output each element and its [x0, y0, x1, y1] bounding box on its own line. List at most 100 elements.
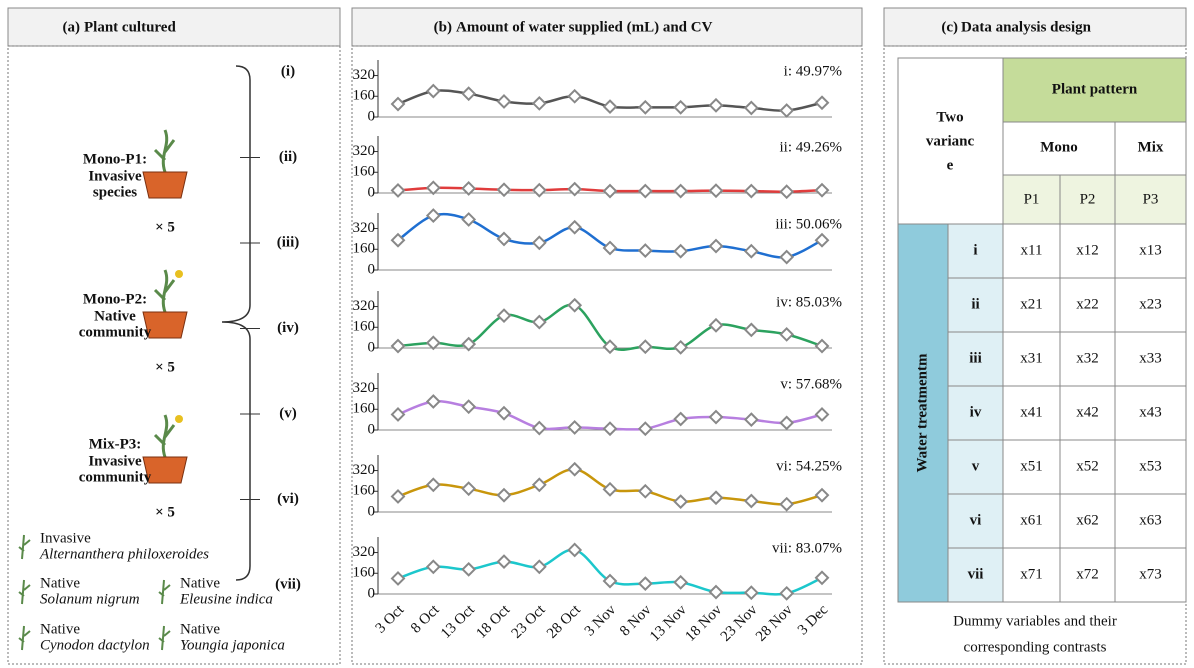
table-text: x31 — [1020, 350, 1043, 366]
marker — [498, 95, 510, 107]
table-text: x12 — [1076, 242, 1099, 258]
table-text: x72 — [1076, 566, 1099, 582]
marker — [604, 423, 616, 435]
caption: corresponding contrasts — [964, 639, 1107, 655]
pot — [143, 172, 187, 198]
y-tick-label: 320 — [353, 67, 376, 83]
marker — [816, 408, 828, 420]
marker — [710, 185, 722, 197]
table-text: x73 — [1139, 566, 1162, 582]
corner-label: Two — [936, 109, 963, 125]
marker — [498, 184, 510, 196]
annotation: iii: 50.06% — [775, 216, 842, 232]
legend-icon — [159, 626, 170, 650]
table-text: x33 — [1139, 350, 1162, 366]
table-text: v — [972, 458, 980, 474]
x-tick-label: 3 Dec — [795, 602, 832, 639]
marker — [498, 489, 510, 501]
marker — [639, 101, 651, 113]
marker — [533, 561, 545, 573]
plot: P1 — [1024, 191, 1040, 207]
legend-icon — [19, 580, 30, 604]
marker — [569, 544, 581, 556]
plot: P2 — [1080, 191, 1096, 207]
marker — [392, 98, 404, 110]
legend-status: Native — [180, 575, 220, 591]
table-text: x71 — [1020, 566, 1043, 582]
legend-status: Invasive — [40, 530, 91, 546]
marker — [427, 182, 439, 194]
pot-count: × 5 — [155, 219, 175, 235]
plot: P3 — [1143, 191, 1159, 207]
marker — [463, 213, 475, 225]
legend-icon — [19, 626, 30, 650]
table-text: x63 — [1139, 512, 1162, 528]
y-tick-label: 160 — [353, 164, 376, 180]
treatment: (vi) — [277, 491, 299, 507]
table-text: x53 — [1139, 458, 1162, 474]
marker — [745, 495, 757, 507]
marker — [569, 221, 581, 233]
marker — [498, 310, 510, 322]
marker — [639, 485, 651, 497]
x-tick-label: 13 Nov — [647, 602, 690, 645]
panel-label: (c) — [941, 19, 958, 35]
treatment: (vii) — [275, 576, 301, 592]
marker — [675, 341, 687, 353]
legend-icon — [19, 535, 30, 559]
marker — [710, 586, 722, 598]
marker — [604, 483, 616, 495]
table-text: x41 — [1020, 404, 1043, 420]
marker — [427, 85, 439, 97]
marker — [604, 101, 616, 113]
x-tick-label: 3 Oct — [373, 601, 408, 636]
annotation: vi: 54.25% — [776, 458, 842, 474]
table-text: x21 — [1020, 296, 1043, 312]
table-text: iii — [969, 350, 982, 366]
legend-status: Native — [40, 575, 80, 591]
x-tick-label: 18 Oct — [473, 601, 513, 641]
pot-name: Mono-P2: — [83, 291, 147, 307]
y-tick-label: 160 — [353, 401, 376, 417]
marker — [675, 413, 687, 425]
marker — [710, 240, 722, 252]
y-tick-label: 0 — [368, 421, 376, 437]
y-tick-label: 160 — [353, 565, 376, 581]
table-text: x52 — [1076, 458, 1099, 474]
pot-name: Mono-P1: — [83, 151, 147, 167]
legend-species: Cynodon dactylon — [40, 637, 150, 653]
marker — [392, 340, 404, 352]
marker — [392, 184, 404, 196]
table-text: x62 — [1076, 512, 1099, 528]
table-text: i — [973, 242, 977, 258]
pot-desc: community — [79, 324, 152, 340]
panel-title: Plant cultured — [84, 19, 176, 35]
corner-label: varianc — [926, 133, 975, 149]
table-text: x43 — [1139, 404, 1162, 420]
x-tick-label: 28 Nov — [753, 602, 796, 645]
marker — [604, 242, 616, 254]
marker — [604, 185, 616, 197]
legend-species: Solanum nigrum — [40, 591, 140, 607]
marker — [816, 340, 828, 352]
pot-count: × 5 — [155, 504, 175, 520]
pot-desc: Invasive — [88, 453, 142, 469]
marker — [427, 479, 439, 491]
marker — [639, 245, 651, 257]
marker — [427, 561, 439, 573]
annotation: vii: 83.07% — [772, 540, 842, 556]
marker — [675, 101, 687, 113]
marker — [533, 316, 545, 328]
y-tick-label: 320 — [353, 220, 376, 236]
marker — [745, 414, 757, 426]
panel-label: (a) — [63, 19, 81, 35]
legend-status: Native — [180, 621, 220, 637]
table-text: x42 — [1076, 404, 1099, 420]
marker — [569, 421, 581, 433]
marker — [745, 245, 757, 257]
marker — [533, 479, 545, 491]
marker — [639, 578, 651, 590]
marker — [816, 234, 828, 246]
marker — [463, 88, 475, 100]
legend-species: Youngia japonica — [180, 637, 285, 653]
